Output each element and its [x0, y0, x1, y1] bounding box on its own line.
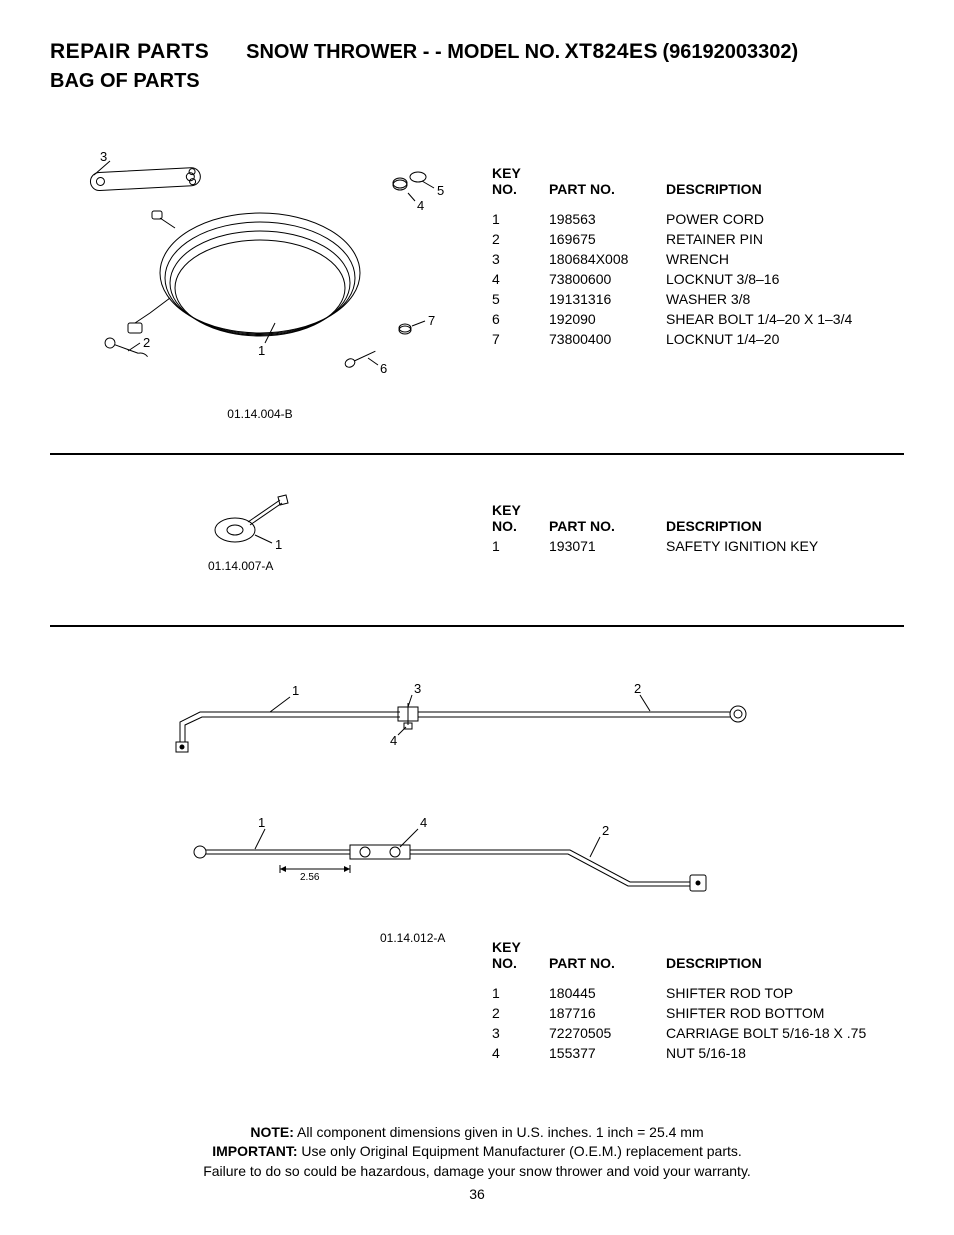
warning-text: Failure to do so could be hazardous, dam… [0, 1162, 954, 1182]
note-label: NOTE: [250, 1124, 294, 1140]
svg-text:3: 3 [414, 681, 421, 696]
section-1: 3 1 [50, 143, 904, 443]
table-row: 2187716SHIFTER ROD BOTTOM [492, 1003, 884, 1021]
section-3: 1 3 4 2 [50, 647, 904, 1067]
table-row: 2169675RETAINER PIN [492, 229, 870, 247]
parts-table-1: KEY NO. PART NO. DESCRIPTION 1198563POWE… [490, 163, 872, 349]
table-row: 372270505CARRIAGE BOLT 5/16-18 X .75 [492, 1023, 884, 1041]
svg-text:4: 4 [417, 198, 424, 213]
important-text: Use only Original Equipment Manufacturer… [298, 1143, 742, 1159]
note-text: All component dimensions given in U.S. i… [294, 1124, 704, 1140]
header-repair-parts: REPAIR PARTS [50, 40, 209, 63]
parts-table-2: KEY NO. PART NO. DESCRIPTION 1193071SAFE… [490, 500, 838, 556]
svg-text:1: 1 [275, 537, 282, 552]
table-row: 6192090SHEAR BOLT 1/4–20 X 1–3/4 [492, 309, 870, 327]
figure-label-2: 01.14.007-A [208, 559, 320, 573]
th-key: KEY NO. [492, 939, 547, 971]
table-row: 773800400LOCKNUT 1/4–20 [492, 329, 870, 347]
th-part: PART NO. [549, 502, 664, 534]
table-row: 473800600LOCKNUT 3/8–16 [492, 269, 870, 287]
th-desc: DESCRIPTION [666, 502, 836, 534]
section-2: 1 01.14.007-A KEY NO. PART NO. DESCRIPTI… [50, 475, 904, 615]
th-part: PART NO. [549, 939, 664, 971]
svg-text:3: 3 [100, 149, 107, 164]
svg-text:4: 4 [420, 815, 427, 830]
svg-text:4: 4 [390, 733, 397, 748]
diagram-3: 1 3 4 2 [150, 667, 770, 927]
th-key: KEY NO. [492, 165, 547, 197]
svg-text:7: 7 [428, 313, 435, 328]
table-row: 4155377NUT 5/16-18 [492, 1043, 884, 1061]
th-part: PART NO. [549, 165, 664, 197]
svg-text:1: 1 [258, 815, 265, 830]
table-row: 1198563POWER CORD [492, 209, 870, 227]
svg-text:2: 2 [634, 681, 641, 696]
header-title-mid: SNOW THROWER - - MODEL NO. [246, 41, 560, 63]
page-header: REPAIR PARTS SNOW THROWER - - MODEL NO. … [50, 40, 904, 93]
header-subtitle: BAG OF PARTS [50, 70, 904, 93]
table-row: 1180445SHIFTER ROD TOP [492, 983, 884, 1001]
svg-text:6: 6 [380, 361, 387, 376]
svg-text:2: 2 [602, 823, 609, 838]
table-row: 519131316WASHER 3/8 [492, 289, 870, 307]
figure-label-1: 01.14.004-B [50, 407, 470, 421]
svg-text:2: 2 [143, 335, 150, 350]
table-row: 3180684X008WRENCH [492, 249, 870, 267]
diagram-1: 3 1 [50, 143, 470, 403]
header-model: XT824ES [565, 40, 658, 63]
header-code: (96192003302) [663, 41, 799, 63]
svg-text:2.56: 2.56 [300, 872, 320, 883]
svg-text:1: 1 [258, 343, 265, 358]
table-row: 1193071SAFETY IGNITION KEY [492, 536, 836, 554]
divider-1 [50, 453, 904, 455]
parts-table-3: KEY NO. PART NO. DESCRIPTION 1180445SHIF… [490, 937, 886, 1063]
page-number: 36 [0, 1185, 954, 1205]
diagram-2: 1 [200, 485, 320, 555]
svg-text:1: 1 [292, 683, 299, 698]
svg-text:5: 5 [437, 183, 444, 198]
th-desc: DESCRIPTION [666, 165, 870, 197]
divider-2 [50, 625, 904, 627]
th-key: KEY NO. [492, 502, 547, 534]
footer: NOTE: All component dimensions given in … [0, 1123, 954, 1205]
important-label: IMPORTANT: [212, 1143, 297, 1159]
th-desc: DESCRIPTION [666, 939, 884, 971]
